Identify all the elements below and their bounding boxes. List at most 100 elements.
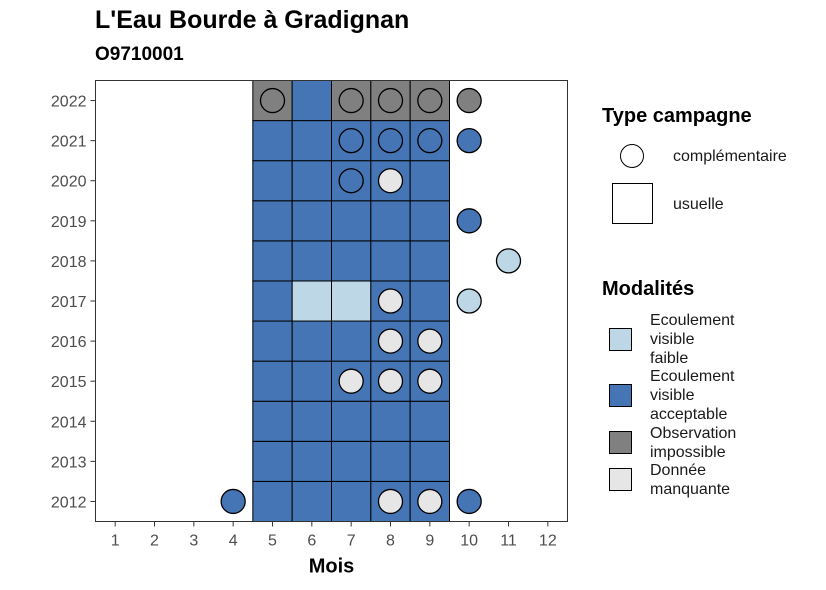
point-2020-7-ecoulement-visible-acceptable [338,168,364,194]
tile-2018-8-ecoulement-visible-acceptable [370,240,411,282]
x-tick-label-4: 4 [229,533,238,550]
y-tick-label-2018: 2018 [51,254,87,271]
tile-2016-6-ecoulement-visible-acceptable [291,320,332,362]
point-2012-10-ecoulement-visible-acceptable [456,488,482,515]
tile-2018-7-ecoulement-visible-acceptable [331,240,372,282]
tile-2018-9-ecoulement-visible-acceptable [409,240,450,282]
tile-2014-8-ecoulement-visible-acceptable [370,400,411,442]
x-tick-label-11: 11 [500,533,517,550]
tile-2013-7-ecoulement-visible-acceptable [331,440,372,482]
legend-key-impossible [609,431,632,454]
y-tick-label-2015: 2015 [51,374,87,391]
tile-2018-5-ecoulement-visible-acceptable [252,240,293,282]
y-tick-label-2020: 2020 [51,174,87,191]
tile-2019-9-ecoulement-visible-acceptable [409,200,450,242]
point-2021-8-ecoulement-visible-acceptable [377,127,404,154]
tile-2016-5-ecoulement-visible-acceptable [252,320,293,362]
tile-2020-9-ecoulement-visible-acceptable [409,160,450,202]
tile-2018-6-ecoulement-visible-acceptable [291,240,332,282]
tile-2022-8-observation-impossible [370,80,411,122]
point-2017-10-ecoulement-visible-faible [456,288,482,314]
x-tick-label-8: 8 [386,533,395,550]
legend-key-manquante [609,468,632,491]
x-tick-label-3: 3 [189,533,198,550]
point-2020-8-donnee-manquante [377,168,404,194]
legend-square-key [612,183,653,224]
point-2022-5-observation-impossible [259,87,286,114]
legend-key-faible [609,328,632,351]
point-2019-10-ecoulement-visible-acceptable [456,208,482,234]
x-tick-label-6: 6 [307,533,316,550]
tile-2016-7-ecoulement-visible-acceptable [331,320,372,362]
tile-2020-5-ecoulement-visible-acceptable [252,160,293,202]
tile-2015-5-ecoulement-visible-acceptable [252,360,293,402]
point-2016-9-donnee-manquante [417,328,443,354]
tile-2013-6-ecoulement-visible-acceptable [291,440,332,482]
point-2012-9-donnee-manquante [417,488,443,515]
legend-shape-label-complementaire: complémentaire [673,148,787,165]
point-2012-4-ecoulement-visible-acceptable [220,488,246,515]
y-tick-label-2013: 2013 [51,454,87,471]
point-2022-10-observation-impossible [456,87,482,114]
legend-key-acceptable [609,384,632,407]
tile-2019-5-ecoulement-visible-acceptable [252,200,293,242]
tile-2014-5-ecoulement-visible-acceptable [252,400,293,442]
tile-2019-8-ecoulement-visible-acceptable [370,200,411,242]
x-tick-label-9: 9 [425,533,434,550]
legend-label-manquante: Donnée manquante [650,462,731,498]
y-tick-label-2021: 2021 [51,134,87,151]
tile-2017-5-ecoulement-visible-acceptable [252,280,293,322]
point-2015-9-donnee-manquante [417,368,443,394]
tile-2014-9-ecoulement-visible-acceptable [409,400,450,442]
x-tick-label-2: 2 [150,533,159,550]
tile-2015-6-ecoulement-visible-acceptable [291,360,332,402]
tile-2014-6-ecoulement-visible-acceptable [291,400,332,442]
point-2012-8-donnee-manquante [377,488,404,515]
point-2022-9-observation-impossible [417,87,443,114]
tile-2019-7-ecoulement-visible-acceptable [331,200,372,242]
tile-2013-8-ecoulement-visible-acceptable [370,440,411,482]
legend-label-impossible: Observation impossible [650,425,737,461]
y-tick-label-2019: 2019 [51,214,87,231]
x-tick-label-10: 10 [460,533,478,550]
y-tick-label-2017: 2017 [51,294,87,311]
chart-subtitle: O9710001 [95,44,184,65]
tile-2022-6-ecoulement-visible-acceptable [291,80,332,122]
point-2015-8-donnee-manquante [377,368,404,394]
legend-shape-title: Type campagne [602,105,752,127]
tile-2019-6-ecoulement-visible-acceptable [291,200,332,242]
y-tick-label-2014: 2014 [51,414,87,431]
tile-2020-6-ecoulement-visible-acceptable [291,160,332,202]
chart-title: L'Eau Bourde à Gradignan [95,6,410,34]
tile-2013-5-ecoulement-visible-acceptable [252,440,293,482]
tile-2014-7-ecoulement-visible-acceptable [331,400,372,442]
y-tick-label-2016: 2016 [51,334,87,351]
x-tick-label-1: 1 [111,533,120,550]
point-2022-7-observation-impossible [338,87,364,114]
legend-shape-label-usuelle: usuelle [673,196,724,213]
x-tick-label-12: 12 [539,533,557,550]
y-tick-label-2022: 2022 [51,94,87,111]
tile-2021-5-ecoulement-visible-acceptable [252,120,293,162]
point-2021-9-ecoulement-visible-acceptable [417,127,443,154]
legend-circle-key [620,144,644,168]
tile-2012-6-ecoulement-visible-acceptable [291,480,332,522]
y-tick-label-2012: 2012 [51,494,87,511]
legend-label-faible: Ecoulement visible faible [650,312,735,367]
tile-2021-6-ecoulement-visible-acceptable [291,120,332,162]
point-2018-11-ecoulement-visible-faible [495,248,522,274]
tile-2017-9-ecoulement-visible-acceptable [409,280,450,322]
x-tick-label-5: 5 [268,533,277,550]
point-2016-8-donnee-manquante [377,328,404,354]
point-2021-7-ecoulement-visible-acceptable [338,127,364,154]
point-2022-8-observation-impossible [377,87,404,114]
point-2017-8-donnee-manquante [377,288,404,314]
x-tick-label-7: 7 [347,533,356,550]
tile-2013-9-ecoulement-visible-acceptable [409,440,450,482]
tile-2012-7-ecoulement-visible-acceptable [331,480,372,522]
x-axis-title: Mois [309,556,355,578]
tile-2017-7-ecoulement-visible-faible [331,280,372,322]
point-2021-10-ecoulement-visible-acceptable [456,127,482,154]
point-2015-7-donnee-manquante [338,368,364,394]
